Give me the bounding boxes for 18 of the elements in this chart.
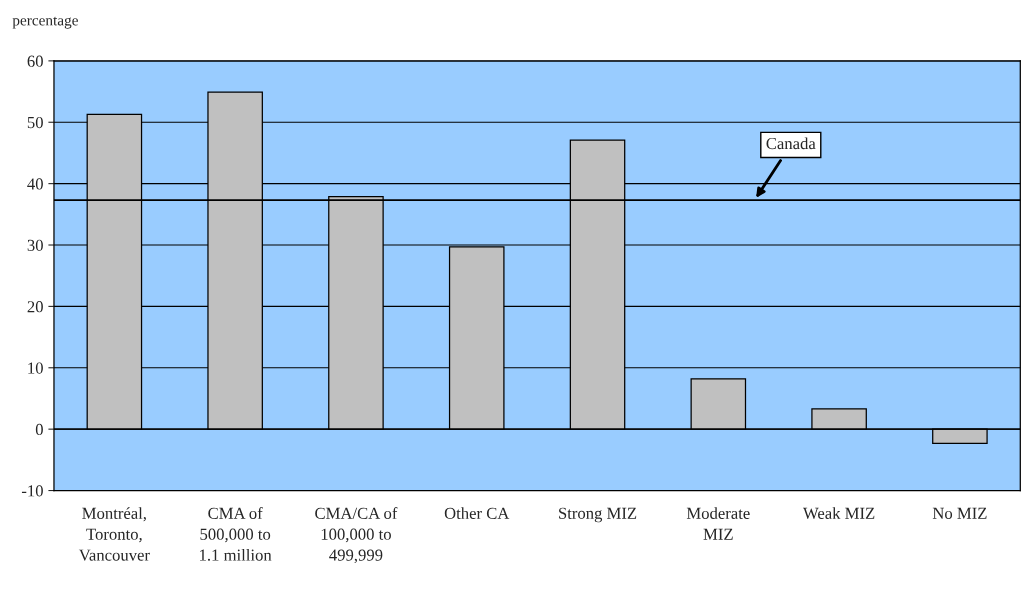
- y-tick-label: 50: [27, 116, 43, 129]
- x-tick-label: Strong MIZ: [559, 507, 637, 523]
- x-tick-label: Other CA: [444, 507, 510, 519]
- y-axis-title: percentage: [12, 16, 78, 29]
- x-tick-label: Montréal, Toronto, Vancouver: [78, 507, 150, 561]
- y-tick-label: 40: [27, 178, 43, 190]
- y-tick-label: 0: [35, 423, 43, 436]
- x-tick-label: CMA of 500,000 to 1.1 million: [200, 507, 272, 561]
- y-tick-label: 10: [28, 362, 43, 374]
- y-tick-label: 20: [27, 301, 43, 313]
- x-tick-label: No MIZ: [932, 507, 987, 519]
- x-tick-label: Moderate MIZ: [686, 507, 750, 540]
- y-tick-label: 30: [27, 239, 43, 251]
- y-tick-label: 60: [27, 55, 43, 67]
- x-tick-label: CMA/CA of 100,000 to 499,999: [315, 507, 398, 564]
- x-tick-label: Weak MIZ: [803, 507, 875, 520]
- y-tick-label: -10: [21, 485, 43, 497]
- ref-line-label: Canada: [766, 137, 816, 150]
